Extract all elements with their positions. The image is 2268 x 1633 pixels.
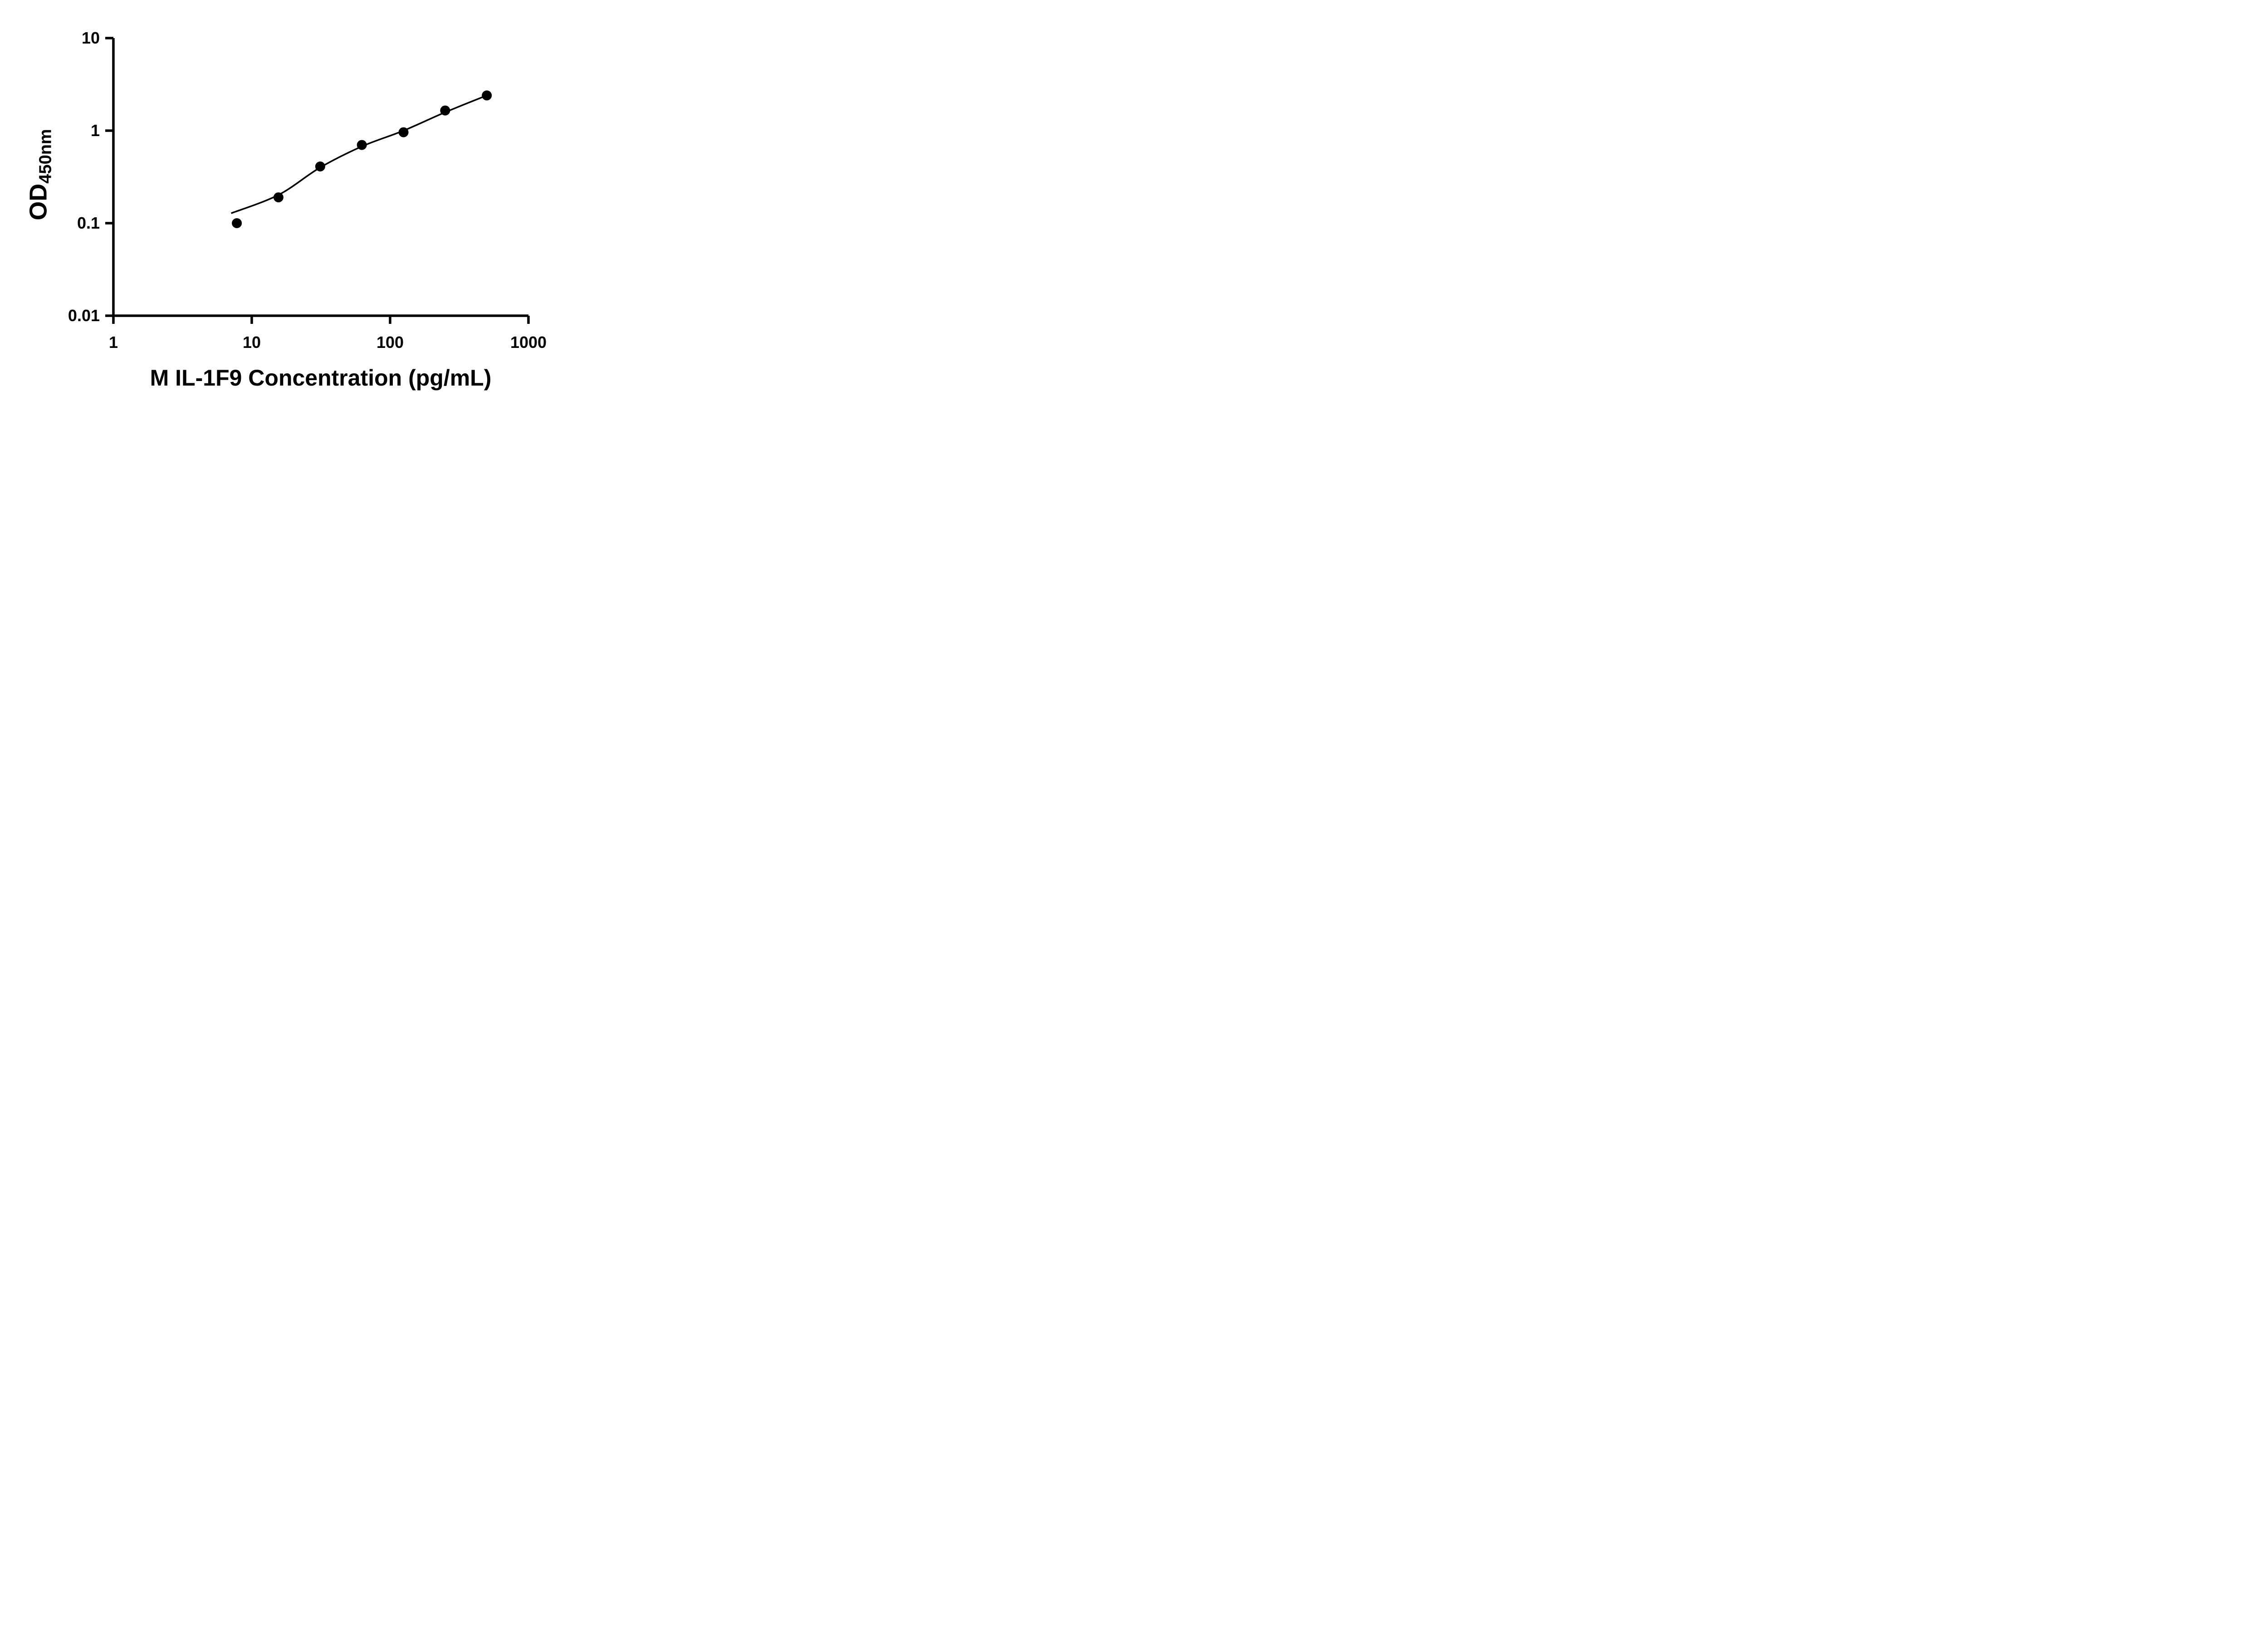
axes [112, 38, 528, 317]
data-point [398, 127, 409, 137]
x-axis-title: M IL-1F9 Concentration (pg/mL) [150, 365, 492, 391]
y-tick-label: 0.01 [68, 306, 100, 325]
x-tick-label: 100 [376, 333, 404, 352]
data-point [357, 140, 367, 150]
data-point [232, 218, 242, 228]
elisa-standard-curve-figure: 1 10 100 1000 0.01 0.1 1 10 OD450nm M IL-1F9 Co… [0, 0, 583, 408]
y-axis-title-main: OD [24, 183, 52, 220]
x-tick-label: 10 [243, 333, 261, 352]
data-point [440, 105, 450, 116]
y-axis-title-sub: 450nm [36, 129, 55, 184]
data-point [482, 90, 492, 101]
y-axis-title: OD450nm [24, 129, 56, 220]
y-tick-label: 1 [91, 121, 100, 140]
x-tick-label: 1 [109, 333, 118, 352]
y-tick-label: 0.1 [77, 214, 100, 232]
y-tick-label: 10 [82, 29, 100, 47]
x-tick-label: 1000 [510, 333, 547, 352]
chart-svg: 1 10 100 1000 0.01 0.1 1 10 [68, 29, 547, 352]
data-point [273, 192, 284, 203]
data-point [315, 161, 325, 171]
